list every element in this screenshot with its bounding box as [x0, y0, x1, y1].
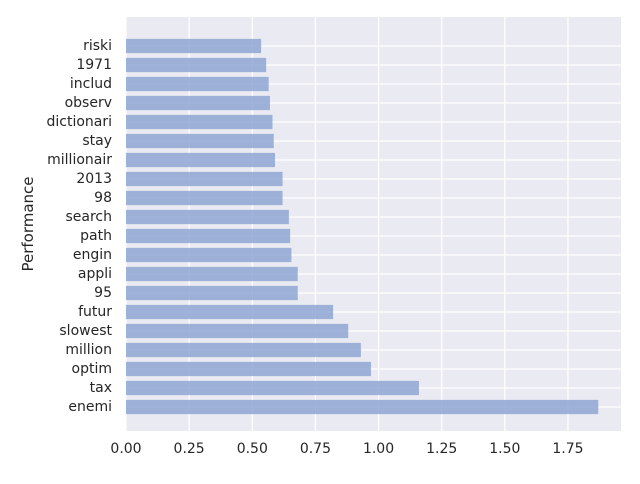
x-tick-label: 1.50: [489, 441, 520, 457]
y-tick-label: slowest: [59, 323, 112, 339]
bar-million: [126, 342, 361, 358]
y-tick-label: appli: [78, 266, 112, 282]
y-tick-label: stay: [82, 133, 112, 149]
x-tick-label: 1.25: [426, 441, 457, 457]
bar-futur: [126, 304, 334, 320]
bar-appli: [126, 266, 298, 282]
y-tick-label: 95: [94, 285, 112, 301]
y-tick-label: 1971: [76, 57, 112, 73]
y-tick-label: engin: [73, 247, 112, 263]
y-tick-label: search: [65, 209, 112, 225]
bar-slowest: [126, 323, 349, 339]
x-tick-label: 0.25: [174, 441, 205, 457]
bar-tax: [126, 380, 419, 396]
y-axis-ticks: enemi tax optim million slowest futur 95 appli e…: [46, 38, 112, 415]
bar-1971: [126, 57, 267, 73]
x-axis-ticks: 0.00 0.25 0.50 0.75 1.00 1.25 1.50 1.75: [110, 441, 583, 457]
bar-riski: [126, 38, 262, 54]
bar-includ: [126, 76, 269, 92]
y-tick-label: million: [65, 342, 112, 358]
x-tick-label: 1.75: [552, 441, 583, 457]
x-tick-label: 0.00: [110, 441, 141, 457]
y-tick-label: path: [80, 228, 112, 244]
bar-optim: [126, 361, 371, 377]
bar-path: [126, 228, 291, 244]
y-axis-label: Performance: [19, 176, 37, 271]
bar-2013: [126, 171, 283, 187]
y-tick-label: observ: [65, 95, 112, 111]
bar-stay: [126, 133, 274, 149]
bar-observ: [126, 95, 270, 111]
x-tick-label: 1.00: [363, 441, 394, 457]
bar-engin: [126, 247, 292, 263]
bar-95: [126, 285, 298, 301]
bar-98: [126, 190, 283, 206]
y-tick-label: tax: [90, 380, 112, 396]
y-tick-label: 98: [94, 190, 112, 206]
bar-enemi: [126, 399, 599, 415]
y-tick-label: enemi: [68, 399, 112, 415]
bar-dictionari: [126, 114, 273, 130]
bar-millionair: [126, 152, 276, 168]
y-tick-label: futur: [78, 304, 112, 320]
y-tick-label: dictionari: [46, 114, 112, 130]
y-tick-label: 2013: [76, 171, 112, 187]
y-tick-label: millionair: [47, 152, 112, 168]
y-tick-label: optim: [72, 361, 112, 377]
bars: [126, 38, 599, 415]
x-tick-label: 0.50: [237, 441, 268, 457]
y-tick-label: riski: [83, 38, 112, 54]
bar-search: [126, 209, 289, 225]
y-tick-label: includ: [70, 76, 112, 92]
x-tick-label: 0.75: [300, 441, 331, 457]
